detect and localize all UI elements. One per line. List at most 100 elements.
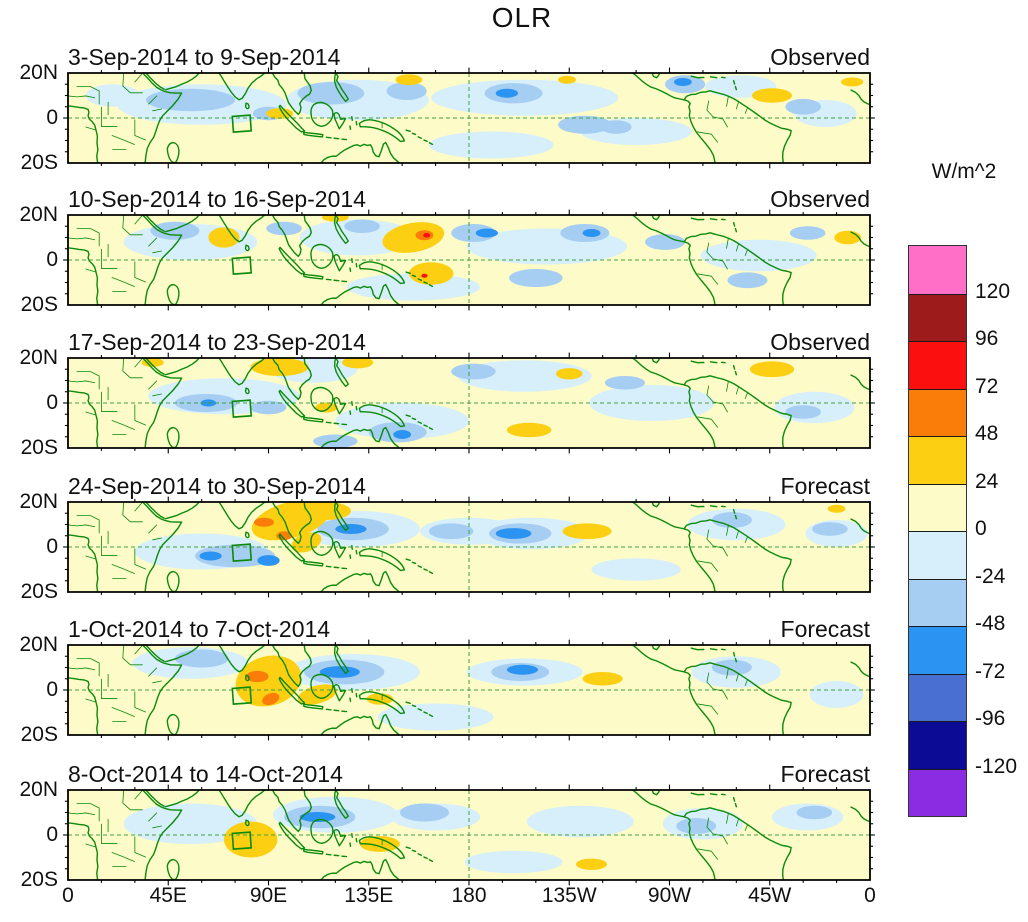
anomaly-patch <box>344 219 380 233</box>
lat-tick-label: 0 <box>46 106 58 129</box>
anomaly-map <box>68 358 870 448</box>
anomaly-patch <box>266 108 294 119</box>
colorbar-tick-label: 96 <box>975 327 999 350</box>
anomaly-patch <box>297 82 365 105</box>
anomaly-patch <box>475 228 498 238</box>
anomaly-patch <box>600 120 632 134</box>
anomaly-patch <box>604 376 645 390</box>
panel-date-label: 1-Oct-2014 to 7-Oct-2014 <box>68 616 331 642</box>
lat-tick-label: 0 <box>46 391 58 414</box>
anomaly-patch <box>315 402 338 413</box>
colorbar-tick-label: -48 <box>975 612 1006 635</box>
panel-date-label: 8-Oct-2014 to 14-Oct-2014 <box>68 761 343 787</box>
anomaly-patch <box>123 803 258 844</box>
index-region-box <box>232 544 251 561</box>
colorbar-tick-label: -72 <box>975 659 1006 683</box>
anomaly-patch <box>506 664 539 675</box>
lat-tick-label: 0 <box>46 823 58 846</box>
anomaly-patch <box>711 659 752 676</box>
anomaly-patch <box>150 221 200 240</box>
anomaly-patch <box>393 430 412 439</box>
anomaly-map-svg <box>68 73 870 163</box>
anomaly-patch <box>85 84 140 107</box>
anomaly-patch <box>266 221 302 236</box>
lat-tick-label: 0 <box>46 248 58 271</box>
lat-tick-label: 20S <box>20 868 58 891</box>
lat-tick-label: 20N <box>19 203 58 226</box>
anomaly-patch <box>145 88 236 112</box>
anomaly-map <box>68 215 870 305</box>
anomaly-patch <box>785 405 821 419</box>
lon-tick-label: 45E <box>149 884 187 907</box>
anomaly-patch <box>359 836 400 852</box>
anomaly-patch <box>399 803 449 822</box>
anomaly-patch <box>301 502 351 520</box>
anomaly-patch <box>673 77 692 87</box>
anomaly-map <box>68 790 870 880</box>
lat-tick-label: 20S <box>20 151 58 174</box>
lat-tick-label: 20S <box>20 293 58 316</box>
anomaly-patch <box>451 363 496 380</box>
panel-3: 17-Sep-2014 to 23-Sep-2014 Observed 20N … <box>0 329 870 459</box>
colorbar-segment <box>909 246 966 294</box>
anomaly-patch <box>246 670 269 683</box>
anomaly-patch <box>299 812 336 822</box>
lon-tick-label: 135E <box>344 884 394 907</box>
colorbar-tick-label: 120 <box>975 279 1011 303</box>
anomaly-patch <box>834 230 862 245</box>
colorbar-segment <box>909 768 966 816</box>
figure-title: OLR <box>491 2 553 33</box>
units-label: W/m^2 <box>931 160 997 183</box>
index-region-box <box>232 115 251 132</box>
lat-tick-label: 20N <box>19 61 58 84</box>
anomaly-patch <box>386 82 427 100</box>
colorbar <box>908 245 967 817</box>
index-region-box <box>232 400 251 417</box>
panel-type-label: Observed <box>770 44 870 70</box>
anomaly-patch <box>827 504 846 513</box>
anomaly-patch <box>749 361 795 378</box>
anomaly-patch <box>262 692 280 706</box>
lat-tick-label: 20N <box>19 633 58 656</box>
colorbar-segment <box>909 388 966 436</box>
colorbar-segment <box>909 483 966 531</box>
lon-tick-label: 90W <box>647 884 692 907</box>
anomaly-patch <box>711 512 752 528</box>
anomaly-patch <box>423 233 431 238</box>
colorbar-segment <box>909 293 966 341</box>
anomaly-patch <box>257 555 280 566</box>
lat-tick-label: 20S <box>20 436 58 459</box>
lat-tick-label: 0 <box>46 678 58 701</box>
panel-5: 1-Oct-2014 to 7-Oct-2014 Forecast 20N 0 … <box>0 616 870 746</box>
anomaly-patch <box>582 672 623 686</box>
anomaly-patch <box>562 523 612 540</box>
anomaly-patch <box>700 239 817 272</box>
anomaly-map <box>68 645 870 735</box>
anomaly-patch <box>796 805 833 820</box>
anomaly-patch <box>509 269 563 287</box>
colorbar-tick-label: 72 <box>975 374 999 398</box>
anomaly-patch <box>644 234 686 250</box>
panel-date-label: 3-Sep-2014 to 9-Sep-2014 <box>68 44 341 70</box>
panel-4: 24-Sep-2014 to 30-Sep-2014 Forecast 20N … <box>0 473 870 603</box>
anomaly-patch <box>751 88 793 103</box>
longitude-axis-labels: 0 45E 90E 135E 180 135W 90W 45W 0 <box>62 884 876 912</box>
lon-tick-label: 45W <box>748 884 792 907</box>
anomaly-map-svg <box>68 215 870 305</box>
anomaly-patch <box>428 131 554 159</box>
anomaly-patch <box>464 850 563 874</box>
colorbar-tick-label: -96 <box>975 707 1006 730</box>
lon-tick-label: 180 <box>451 884 487 907</box>
panel-2: 10-Sep-2014 to 16-Sep-2014 Observed 20N … <box>0 186 870 316</box>
colorbar-segment <box>909 673 966 721</box>
anomaly-patch <box>377 703 494 731</box>
anomaly-patch <box>342 358 374 369</box>
anomaly-patch <box>208 227 240 248</box>
anomaly-patch <box>382 222 445 253</box>
colorbar-segment <box>909 341 966 389</box>
anomaly-patch <box>558 75 576 84</box>
colorbar-tick-label: -120 <box>975 754 1018 778</box>
anomaly-patch <box>298 684 338 705</box>
lat-tick-label: 20N <box>19 490 58 513</box>
